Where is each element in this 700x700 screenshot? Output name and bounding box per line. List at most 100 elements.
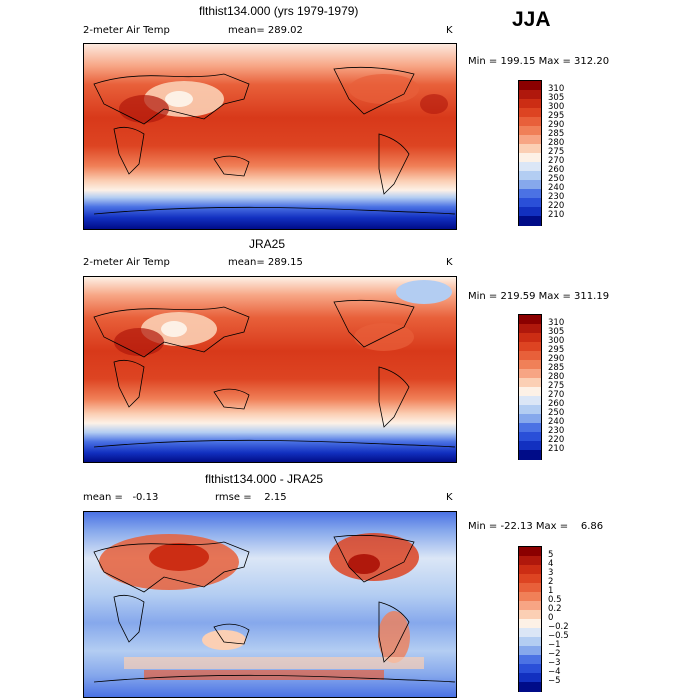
colorbar-label: 5: [548, 550, 554, 560]
colorbar-swatch: [519, 378, 541, 388]
colorbar-swatch: [519, 207, 541, 217]
colorbar-swatch: [519, 673, 541, 683]
colorbar-label: 295: [548, 111, 565, 121]
colorbar-label: 2: [548, 577, 554, 587]
colorbar-swatch: [519, 592, 541, 602]
colorbar-label: 0: [548, 613, 554, 623]
colorbar-swatch: [519, 405, 541, 415]
colorbar-label: −5: [548, 676, 561, 686]
panel1-minmax: Min = 199.15 Max = 312.20: [468, 56, 610, 67]
panel1-units-label: K: [446, 25, 453, 36]
colorbar-label: 230: [548, 192, 565, 202]
colorbar-swatch: [519, 216, 541, 226]
colorbar-swatch: [519, 387, 541, 397]
colorbar-swatch: [519, 574, 541, 584]
colorbar-label: 240: [548, 183, 565, 193]
colorbar-label: 3: [548, 568, 554, 578]
colorbar-swatch: [519, 198, 541, 208]
colorbar-swatch: [519, 342, 541, 352]
colorbar-label: 240: [548, 417, 565, 427]
colorbar-swatch: [519, 81, 541, 91]
panel3-colorbar: [518, 546, 542, 692]
colorbar-label: 270: [548, 390, 565, 400]
panel3-map-svg: [84, 512, 456, 697]
colorbar-swatch: [519, 333, 541, 343]
colorbar-label: −0.2: [548, 622, 569, 632]
panel2-mean-label: mean= 289.15: [228, 257, 303, 268]
colorbar-swatch: [519, 126, 541, 136]
panel1-mean-label: mean= 289.02: [228, 25, 303, 36]
panel2-colorbar: [518, 314, 542, 460]
panel3-title: flthist134.000 - JRA25: [205, 472, 324, 486]
panel3-rmse-label: rmse = 2.15: [215, 492, 287, 503]
panel1-title: flthist134.000 (yrs 1979-1979): [199, 4, 359, 18]
colorbar-label: 305: [548, 327, 565, 337]
colorbar-swatch: [519, 610, 541, 620]
colorbar-swatch: [519, 565, 541, 575]
colorbar-swatch: [519, 441, 541, 451]
panel2-minmax: Min = 219.59 Max = 311.19: [468, 291, 610, 302]
panel2-title: JRA25: [249, 237, 286, 251]
colorbar-label: 230: [548, 426, 565, 436]
colorbar-label: 305: [548, 93, 565, 103]
colorbar-label: 210: [548, 210, 565, 220]
colorbar-label: 280: [548, 138, 565, 148]
colorbar-label: 250: [548, 174, 565, 184]
colorbar-swatch: [519, 583, 541, 593]
colorbar-swatch: [519, 144, 541, 154]
colorbar-label: −4: [548, 667, 561, 677]
colorbar-swatch: [519, 189, 541, 199]
panel1-map-svg: [84, 44, 456, 229]
colorbar-swatch: [519, 117, 541, 127]
colorbar-swatch: [519, 324, 541, 334]
colorbar-label: 260: [548, 165, 565, 175]
colorbar-swatch: [519, 547, 541, 557]
colorbar-swatch: [519, 153, 541, 163]
colorbar-swatch: [519, 450, 541, 460]
season-label: JJA: [512, 8, 551, 31]
colorbar-swatch: [519, 135, 541, 145]
colorbar-swatch: [519, 351, 541, 361]
panel2-units-label: K: [446, 257, 453, 268]
colorbar-swatch: [519, 99, 541, 109]
colorbar-label: 295: [548, 345, 565, 355]
colorbar-swatch: [519, 396, 541, 406]
colorbar-swatch: [519, 90, 541, 100]
colorbar-swatch: [519, 619, 541, 629]
panel2-variable-label: 2-meter Air Temp: [83, 257, 170, 268]
panel1-variable-label: 2-meter Air Temp: [83, 25, 170, 36]
panel3-map: [83, 511, 457, 698]
panel3-mean-label: mean = -0.13: [83, 492, 159, 503]
colorbar-swatch: [519, 637, 541, 647]
colorbar-label: 300: [548, 102, 565, 112]
colorbar-label: 285: [548, 363, 565, 373]
colorbar-label: 270: [548, 156, 565, 166]
colorbar-label: 310: [548, 318, 565, 328]
colorbar-label: 290: [548, 354, 565, 364]
colorbar-swatch: [519, 171, 541, 181]
colorbar-label: −0.5: [548, 631, 569, 641]
colorbar-label: 0.2: [548, 604, 562, 614]
panel1-colorbar: [518, 80, 542, 226]
colorbar-swatch: [519, 682, 541, 692]
colorbar-label: 250: [548, 408, 565, 418]
colorbar-swatch: [519, 414, 541, 424]
colorbar-swatch: [519, 556, 541, 566]
colorbar-label: 275: [548, 381, 565, 391]
colorbar-label: 300: [548, 336, 565, 346]
panel3-units-label: K: [446, 492, 453, 503]
colorbar-swatch: [519, 655, 541, 665]
panel2-map-svg: [84, 277, 456, 462]
colorbar-label: 290: [548, 120, 565, 130]
panel2-map: [83, 276, 457, 463]
colorbar-swatch: [519, 180, 541, 190]
colorbar-label: 280: [548, 372, 565, 382]
colorbar-swatch: [519, 162, 541, 172]
colorbar-label: 310: [548, 84, 565, 94]
colorbar-swatch: [519, 369, 541, 379]
colorbar-swatch: [519, 664, 541, 674]
colorbar-swatch: [519, 423, 541, 433]
colorbar-swatch: [519, 646, 541, 656]
colorbar-swatch: [519, 108, 541, 118]
colorbar-swatch: [519, 360, 541, 370]
